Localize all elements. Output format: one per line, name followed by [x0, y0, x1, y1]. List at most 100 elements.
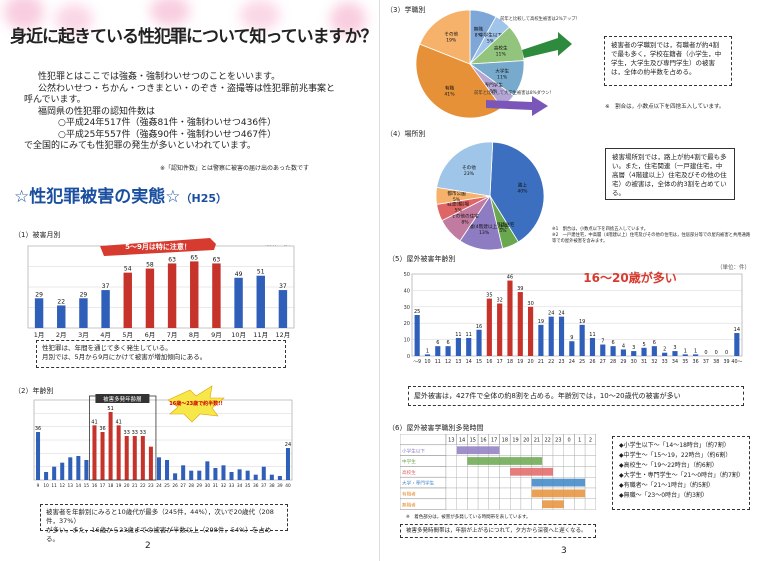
age-note-line: が多い。また，16歳から23歳までの被害が半数以上（298件，54%）を占める。: [46, 526, 272, 543]
grid-cell: [499, 498, 511, 510]
bar: [641, 347, 647, 356]
intro-line: 呼んでいます。: [24, 95, 86, 105]
x-tick-label: 28: [188, 483, 194, 489]
data-label: 51: [107, 406, 113, 412]
grid-cell: [467, 487, 479, 500]
slice-value: 5%: [455, 207, 463, 213]
y-tick-label: 0: [407, 354, 410, 360]
grid-cell: [445, 444, 457, 456]
grid-cell: [488, 498, 500, 510]
pie-slice: [419, 9, 471, 65]
grid-cell: [445, 477, 457, 489]
bar: [466, 337, 472, 356]
bar: [476, 329, 482, 356]
data-label: 35: [486, 293, 492, 299]
x-tick-label: 12月: [276, 331, 291, 339]
bar: [693, 354, 699, 356]
slice-value: 19%: [446, 37, 457, 43]
x-tick-label: 30: [631, 359, 637, 365]
slice-value: 13%: [479, 230, 490, 236]
monthly-chart: （1）被害月別（単位：件）291月222月293月374月545月586月637…: [14, 230, 295, 339]
x-tick-label: 10: [43, 483, 49, 489]
time-legend-line: ◆有職者～「21～1時台」（約5割）: [619, 482, 714, 489]
slice-value: 11%: [496, 52, 507, 58]
data-label: 58: [146, 262, 154, 269]
x-tick-label: 29: [620, 359, 626, 365]
location-note: 被害場所別では，路上が約4割で最も多い。また，住宅関連（一戸建住宅，中高層（4階…: [605, 148, 735, 200]
grid-cell: [477, 477, 489, 489]
x-tick-label: 39: [277, 483, 283, 489]
grid-cell: [467, 466, 479, 478]
grid-cell: [477, 466, 489, 478]
data-label: 9: [570, 335, 573, 341]
grid-cell: [445, 498, 457, 510]
school-note: 被害者の学職別では，有職者が約4割で最も多く，学校在籍者（小学生，中学生，大学生…: [604, 36, 732, 86]
data-label: 16: [476, 324, 482, 330]
grid-cell: [542, 455, 554, 467]
bar: [589, 337, 596, 356]
hour-label: 14: [459, 438, 465, 444]
grid-cell: [509, 444, 522, 456]
location-footnotes: ※1 割合は，小数点以下を四捨五入しています。 ※2 一戸建住宅，中高層（4階建…: [552, 227, 752, 245]
bar: [285, 448, 290, 480]
time-legend-line: ◆無職～「23～0時台」（約3割）: [619, 492, 708, 499]
x-tick-label: 11: [435, 359, 441, 365]
age-chart: （2）年齢別 36 9 10 11 12 13 14 15 41 16 36 17 51 18 41 19 33 2…: [14, 385, 293, 489]
hour-label: 15: [470, 438, 476, 444]
x-tick-label: 19: [116, 483, 122, 489]
box-label-bg: [95, 394, 150, 403]
grid-cell: [542, 444, 554, 456]
data-label: 36: [35, 426, 41, 432]
grid-cell: [531, 444, 543, 456]
y-tick-label: 30: [404, 305, 410, 311]
hour-label: 18: [502, 438, 508, 444]
x-tick-label: 12: [445, 359, 451, 365]
x-tick-label: 30: [205, 483, 211, 489]
time-span: [467, 457, 543, 465]
x-tick-label: 15: [476, 359, 482, 365]
grid-cell: [445, 487, 457, 500]
grid-cell: [499, 466, 511, 478]
grid-cell: [488, 466, 500, 478]
grid-cell: [574, 455, 586, 467]
monthly-note-line: 性犯罪は、年間を通じて多く発生している。: [42, 344, 172, 352]
bar: [221, 465, 226, 480]
outdoor-note: 屋外被害は，427件で全体の約8割を占める。年齢別では，10～20歳代の被害が多…: [408, 386, 744, 406]
bar: [145, 268, 155, 328]
intro-line: ○平成25年557件（強姦90件・強制わいせつ467件）: [58, 129, 277, 140]
x-tick-label: 20: [124, 483, 130, 489]
bar: [414, 315, 420, 356]
x-tick-label: ～9: [413, 359, 421, 365]
callout-arrow-down: [486, 96, 548, 116]
bar: [497, 303, 503, 356]
location-pie-chart: （4）場所別路上40%一戸建住宅5%中高層(4階建以上)住宅13%その他の住宅8…: [386, 129, 545, 250]
x-tick-label: 21: [132, 483, 138, 489]
unit-label: （単位：件）: [717, 263, 750, 271]
callout-down-text: 前年と比較して大学生被害は8%ダウン！: [474, 89, 554, 96]
location-footnote-2: ※2 一戸建住宅，中高層（4階建以上）住宅及びその他の住宅は，住居部分等での屋内…: [552, 233, 751, 244]
data-label: 22: [57, 298, 65, 305]
grid-cell: [584, 477, 596, 489]
bar: [173, 473, 178, 480]
time-table: 13 14 15 16 17 18 19 20 21 22 23 0 1 2 小学生以下中学生高校生大学・専…: [400, 434, 596, 510]
intro-line: 性犯罪とはここでは強姦・強制わいせつのことをいいます。: [38, 72, 281, 82]
row-label: 小学生以下: [402, 447, 425, 454]
grid-cell: [574, 466, 586, 478]
x-tick-label: 25: [579, 359, 585, 365]
data-label: 24: [548, 311, 554, 317]
hour-label: 21: [534, 438, 540, 444]
time-legend-line: ◆大学生・専門学生～「21～0時台」（約7割）: [619, 472, 744, 479]
age-note: 被害者を年齢別にみると10歳代が最多（245件，44%），次いで20歳代（208…: [40, 504, 288, 543]
data-label: 39: [517, 286, 523, 292]
grid-cell: [563, 444, 575, 456]
x-tick-label: 31: [213, 483, 219, 489]
data-label: 63: [168, 256, 176, 263]
hour-label: 13: [448, 438, 454, 444]
grid-cell: [477, 487, 489, 500]
grid-cell: [574, 444, 586, 456]
x-tick-label: 37: [703, 359, 709, 365]
slice-value: 5%: [499, 228, 507, 234]
x-tick-label: 5月: [122, 331, 133, 339]
page-3: （3）学職別 無職 8% 中学生以下 5% 高校生 11% 大学生 11% 専門学生 5% 有職 41%…: [379, 0, 757, 561]
data-label: 33: [132, 430, 138, 436]
